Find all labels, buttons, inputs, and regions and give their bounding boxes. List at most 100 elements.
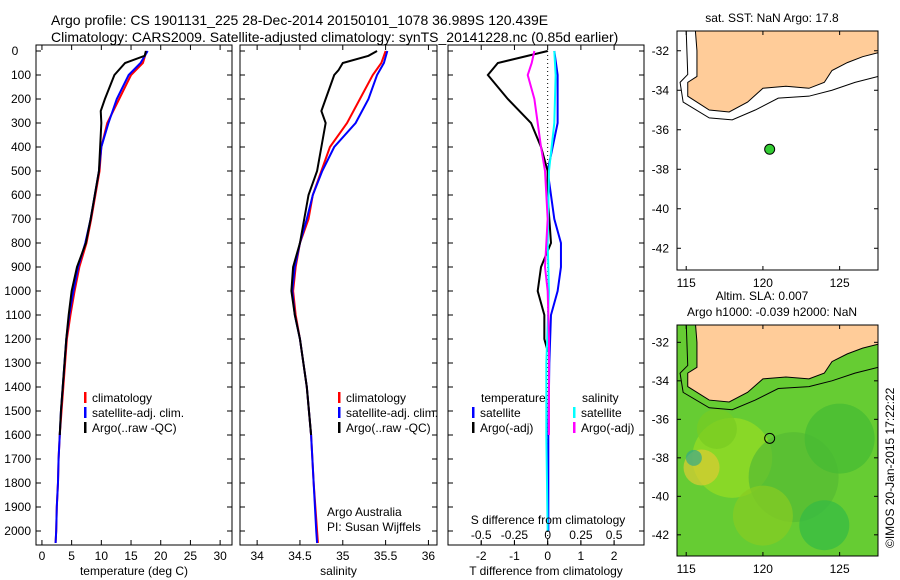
- legend-swatch: [338, 407, 341, 418]
- axes-frame: [239, 44, 438, 546]
- lon-tick-label: 125: [830, 562, 850, 576]
- sla-anomaly-patch: [804, 403, 875, 474]
- y-tick-label: 500: [11, 164, 31, 178]
- x-tick-label: 35: [336, 549, 350, 563]
- x-tick-label: -1: [509, 549, 520, 563]
- x2-tick-label: 0: [544, 528, 551, 542]
- map-title-line-2: Argo h1000: -0.039 h2000: NaN: [687, 305, 857, 319]
- x-tick-label: 0: [544, 549, 551, 563]
- legend-label: Argo(..raw -QC): [346, 421, 431, 435]
- lat-tick-label: -38: [652, 451, 670, 465]
- plot-panel-salinity: 34 34.5 35 35.5 36 salinity climatologysatelli…: [239, 44, 438, 578]
- lat-tick-label: -34: [652, 83, 670, 97]
- legend-label: Argo(-adj): [581, 421, 634, 435]
- lat-tick-label: -40: [652, 202, 670, 216]
- x-tick-label: 15: [124, 549, 138, 563]
- lat-tick-label: -40: [652, 489, 670, 503]
- lat-tick-label: -42: [652, 241, 670, 255]
- sla-anomaly-patch: [696, 408, 737, 449]
- sst-map: 115 120 125 -32 -34 -36 -38 -40 -42 sat. SST: NaN…: [652, 11, 879, 290]
- lon-tick-label: 120: [753, 276, 773, 290]
- x2-tick-label: -0.25: [501, 528, 529, 542]
- lat-tick-label: -36: [652, 412, 670, 426]
- y-tick-label: 1700: [4, 452, 31, 466]
- legend-label: satellite: [480, 406, 521, 420]
- lon-tick-label: 125: [830, 276, 850, 290]
- y-tick-label: 1100: [5, 308, 31, 322]
- y-tick-label: 100: [11, 68, 31, 82]
- series-line-s-satellite: [545, 50, 557, 532]
- x2-tick-label: 0.5: [606, 528, 623, 542]
- series-line-t-argo-adj-: [486, 50, 552, 352]
- x-tick-label: 25: [184, 549, 198, 563]
- lon-tick-label: 115: [677, 276, 696, 290]
- series-line-satellite-adj-clim-: [54, 50, 149, 544]
- legend-title-temperature: temperature: [481, 391, 546, 405]
- y-tick-label: 200: [11, 92, 31, 106]
- x-tick-label: 1: [578, 549, 585, 563]
- x-tick-label: 2: [611, 549, 618, 563]
- argo-position-marker: [764, 143, 776, 155]
- lon-tick-label: 120: [753, 562, 773, 576]
- x2-tick-label: -0.5: [471, 528, 492, 542]
- y-tick-label: 1600: [4, 428, 31, 442]
- y-tick-label: 700: [11, 212, 31, 226]
- legend-label: satellite: [581, 406, 622, 420]
- legend-swatch: [84, 422, 87, 433]
- y-tick-label: 400: [11, 140, 31, 154]
- lat-tick-label: -32: [652, 335, 670, 349]
- annotation-line-1: Argo Australia: [327, 505, 402, 519]
- legend-swatch: [573, 407, 576, 418]
- series-line-s-argo-adj-: [526, 50, 550, 435]
- x-tick-label: 5: [68, 549, 75, 563]
- y-tick-label: 1000: [4, 284, 31, 298]
- x-tick-label: 34: [250, 549, 264, 563]
- y-tick-label: 600: [11, 188, 31, 202]
- y-tick-label: 1500: [4, 404, 31, 418]
- legend-swatch: [472, 407, 475, 418]
- legend-swatch: [84, 407, 87, 418]
- series-line-argo-raw-qc-: [58, 50, 147, 436]
- credit: ©IMOS 20-Jan-2015 17:22:22: [883, 387, 897, 548]
- x2-axis-label: S difference from climatology: [471, 513, 626, 527]
- lat-tick-label: -32: [652, 44, 670, 58]
- legend-label: Argo(-adj): [480, 421, 533, 435]
- y-tick-label: 1200: [4, 332, 31, 346]
- title-line-2: Climatology: CARS2009. Satellite-adjuste…: [51, 29, 619, 45]
- legend-swatch: [338, 422, 341, 433]
- x-tick-label: 30: [213, 549, 227, 563]
- lat-tick-label: -36: [652, 123, 670, 137]
- isobath-contour: [679, 325, 878, 411]
- x2-tick-label: 0.25: [569, 528, 593, 542]
- sla-anomaly-patch: [732, 485, 793, 546]
- y-tick-label: 300: [11, 116, 31, 130]
- x-tick-label: 34.5: [288, 549, 312, 563]
- legend-label: satellite-adj. clim.: [92, 406, 184, 420]
- legend-label: Argo(..raw -QC): [92, 421, 177, 435]
- legend-swatch: [472, 422, 475, 433]
- map-content: [677, 325, 878, 556]
- x-tick-label: 20: [154, 549, 168, 563]
- legend-label: climatology: [346, 391, 406, 405]
- legend-label: climatology: [92, 391, 152, 405]
- x-axis-label: T difference from climatology: [469, 564, 623, 578]
- x-tick-label: 0: [39, 549, 46, 563]
- y-tick-label: 900: [11, 260, 31, 274]
- y-tick-label: 1400: [4, 380, 31, 394]
- map-frame: [676, 324, 879, 557]
- land-australia: [687, 31, 878, 113]
- map-title: sat. SST: NaN Argo: 17.8: [705, 11, 839, 25]
- y-tick-label: 2000: [4, 524, 31, 538]
- y-tick-label: 800: [11, 236, 31, 250]
- argo-position-marker: [764, 432, 776, 444]
- lon-tick-label: 115: [677, 562, 696, 576]
- axes-frame: [35, 44, 233, 546]
- lat-tick-label: -42: [652, 528, 670, 542]
- land-australia: [687, 325, 878, 403]
- legend-swatch: [338, 392, 341, 403]
- legend-title-salinity: salinity: [582, 391, 619, 405]
- lat-tick-label: -38: [652, 162, 670, 176]
- y-tick-label: 0: [12, 44, 19, 58]
- x-tick-label: -2: [476, 549, 487, 563]
